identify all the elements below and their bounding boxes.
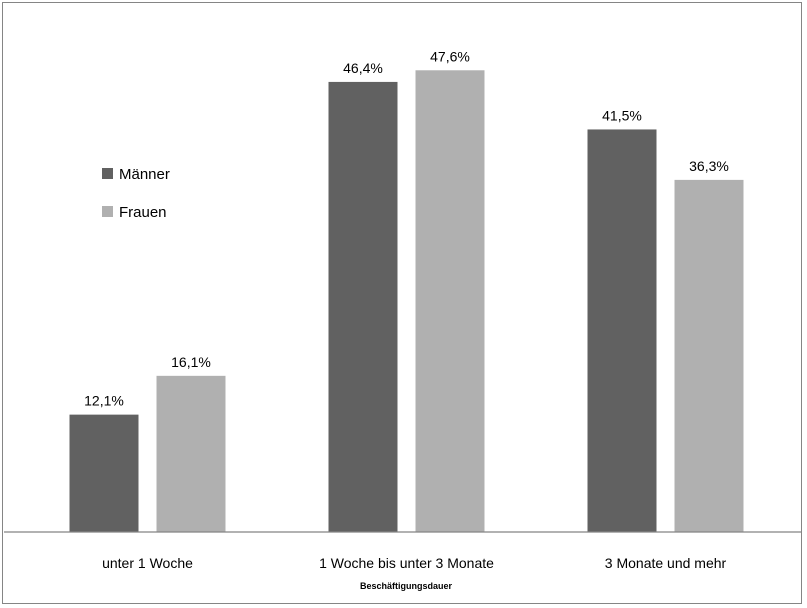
legend: Männer Frauen [102, 166, 170, 221]
legend-label-frauen: Frauen [119, 204, 167, 221]
bar-maenner-1 [328, 81, 398, 533]
legend-swatch-maenner [102, 168, 113, 179]
data-label-maenner-1: 46,4% [343, 60, 383, 76]
bar-frauen-2 [674, 179, 744, 532]
legend-label-maenner: Männer [119, 166, 170, 183]
x-tick-labels: unter 1 Woche 1 Woche bis unter 3 Monate 3… [102, 555, 726, 571]
x-tick-label-2: 3 Monate und mehr [605, 555, 727, 571]
x-tick-label-1: 1 Woche bis unter 3 Monate [319, 555, 494, 571]
x-axis-title: Beschäftigungsdauer [360, 581, 453, 591]
bars-group [69, 70, 744, 533]
data-label-frauen-0: 16,1% [171, 354, 211, 370]
data-label-maenner-2: 41,5% [602, 107, 642, 123]
x-tick-label-0: unter 1 Woche [102, 555, 193, 571]
data-labels-group: 12,1% 16,1% 46,4% 47,6% 41,5% 36,3% [84, 48, 729, 408]
bar-frauen-0 [156, 375, 226, 532]
bar-maenner-0 [69, 414, 139, 532]
bar-maenner-2 [587, 129, 657, 532]
data-label-frauen-2: 36,3% [689, 158, 729, 174]
bar-frauen-1 [415, 70, 485, 532]
legend-swatch-frauen [102, 206, 113, 217]
data-label-frauen-1: 47,6% [430, 48, 470, 64]
data-label-maenner-0: 12,1% [84, 393, 124, 409]
